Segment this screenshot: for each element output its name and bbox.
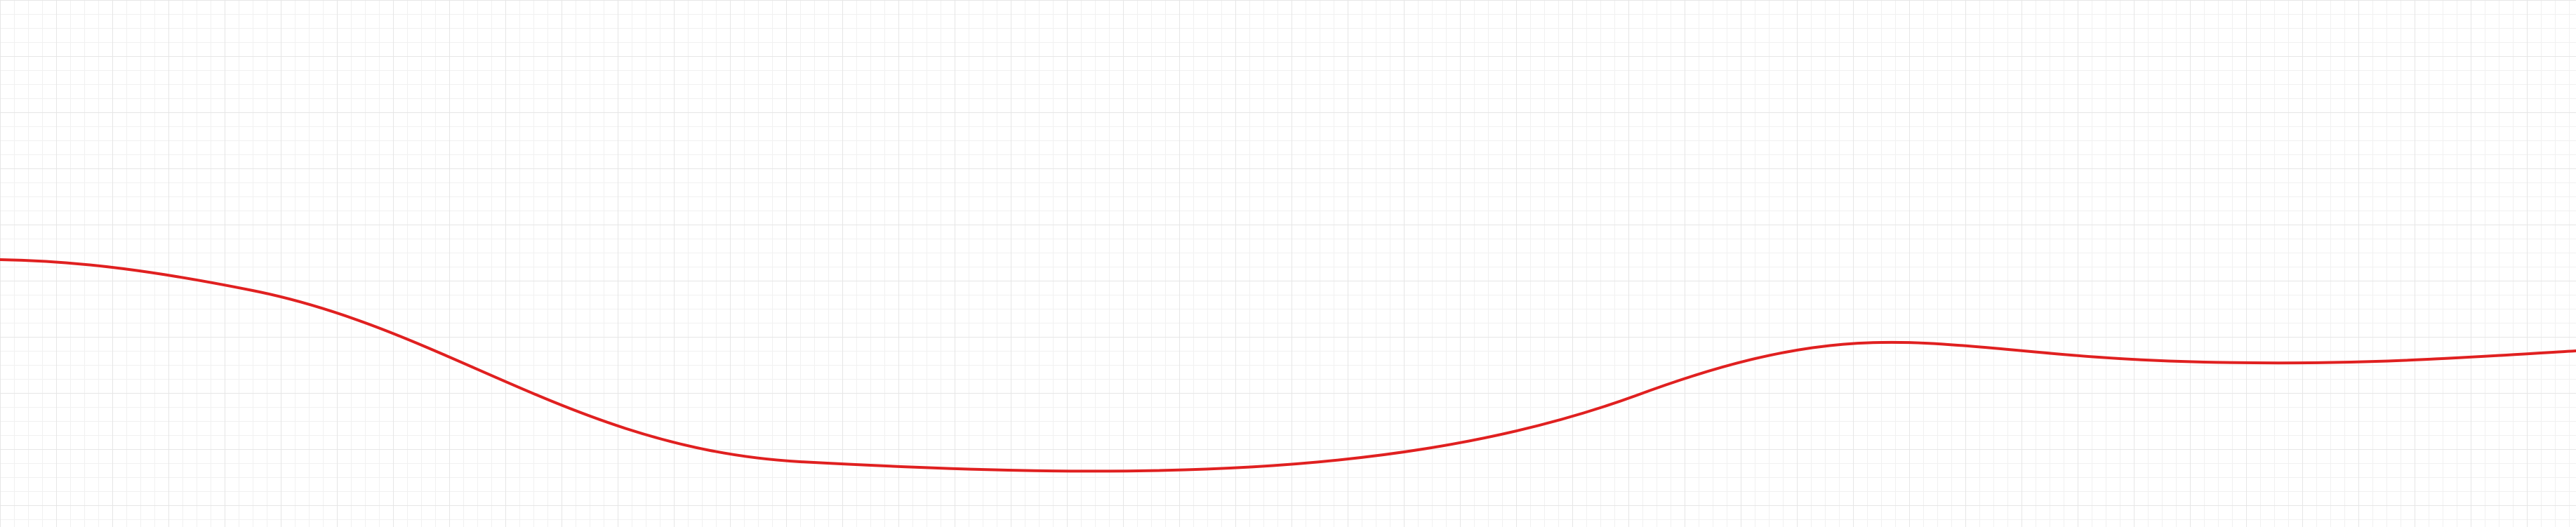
freehand-curve[interactable] <box>0 258 2576 473</box>
